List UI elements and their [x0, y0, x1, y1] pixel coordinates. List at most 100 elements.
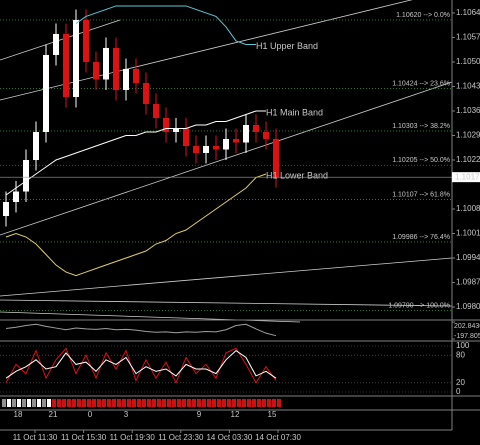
session-block	[262, 399, 266, 407]
candle-body	[63, 33, 69, 97]
candle-body	[23, 160, 29, 192]
session-block	[142, 399, 146, 407]
y-tick-label: 0	[456, 387, 461, 396]
session-block	[12, 399, 16, 407]
session-block	[217, 399, 221, 407]
hour-label: 21	[49, 410, 58, 419]
candle-body	[193, 145, 199, 153]
current-price-label: 1.10171	[455, 172, 480, 181]
candle-body	[43, 54, 49, 132]
fib-label: 1.10205 --> 50.0%	[392, 157, 450, 164]
session-block	[267, 399, 271, 407]
candle-body	[3, 202, 9, 217]
x-tick-label: 14 Oct 07:30	[255, 433, 301, 442]
session-block	[207, 399, 211, 407]
session-block	[57, 399, 61, 407]
candle-body	[263, 131, 269, 139]
y-tick-label: 1.10500	[456, 57, 480, 66]
session-block	[112, 399, 116, 407]
band-line	[5, 110, 266, 196]
candle-body	[103, 47, 109, 80]
session-block	[177, 399, 181, 407]
candle-body	[153, 103, 159, 118]
candle-body	[163, 117, 169, 132]
x-tick-label: 11 Oct 11:30	[13, 433, 58, 442]
session-block	[127, 399, 131, 407]
band-line	[75, 5, 256, 45]
y-tick-label: 1.10290	[456, 131, 480, 140]
session-block	[107, 399, 111, 407]
candle-body	[123, 68, 129, 90]
fib-label: 1.09986 --> 76.4%	[392, 234, 450, 241]
y-tick-label: -197.805	[454, 333, 480, 340]
session-block	[102, 399, 106, 407]
session-block	[227, 399, 231, 407]
session-block	[157, 399, 161, 407]
candle-body	[203, 145, 209, 153]
session-block	[132, 399, 136, 407]
candle-body	[223, 138, 229, 150]
y-tick-label: 1.10640	[456, 8, 480, 17]
session-block	[2, 399, 6, 407]
fib-label: 1.10303 --> 38.2%	[392, 123, 450, 130]
candle-body	[33, 131, 39, 160]
session-block	[42, 399, 46, 407]
x-tick-label: 11 Oct 23:30	[158, 433, 204, 442]
candle-body	[113, 47, 119, 90]
y-tick-label: 1.10430	[456, 82, 480, 91]
y-tick-label: 80	[456, 350, 465, 359]
session-block	[77, 399, 81, 407]
candle-body	[83, 19, 89, 62]
trend-line	[0, 299, 453, 307]
hour-label: 9	[197, 410, 202, 419]
trend-line	[0, 257, 453, 297]
hour-label: 0	[88, 410, 93, 419]
session-block	[202, 399, 206, 407]
session-block	[97, 399, 101, 407]
candle-body	[73, 19, 79, 97]
y-tick-label: 1.09800	[456, 302, 480, 311]
hour-label: 12	[231, 410, 240, 419]
candle-body	[173, 128, 179, 132]
session-block	[137, 399, 141, 407]
session-block	[52, 399, 56, 407]
session-block	[237, 399, 241, 407]
session-block	[47, 399, 51, 407]
candle-body	[143, 82, 149, 104]
session-block	[32, 399, 36, 407]
fib-label: 1.10620 --> 0.0%	[396, 12, 450, 19]
candle-body	[213, 145, 219, 150]
cci-line	[5, 323, 277, 337]
session-block	[212, 399, 216, 407]
session-block	[247, 399, 251, 407]
session-block	[222, 399, 226, 407]
session-block	[187, 399, 191, 407]
band-line	[5, 173, 267, 277]
session-block	[232, 399, 236, 407]
candle-body	[183, 128, 189, 146]
hour-label: 3	[124, 410, 129, 419]
candle-body	[133, 68, 139, 83]
candle-body	[253, 124, 259, 132]
session-block	[72, 399, 76, 407]
session-block	[7, 399, 11, 407]
session-block	[152, 399, 156, 407]
trend-line	[0, 19, 121, 61]
candle-body	[13, 191, 19, 203]
session-block	[192, 399, 196, 407]
y-tick-label: 100	[456, 341, 470, 350]
band-label: H1 Main Band	[266, 107, 323, 117]
session-block	[242, 399, 246, 407]
session-block	[17, 399, 21, 407]
x-tick-label: 11 Oct 19:30	[110, 433, 156, 442]
band-label: H1 Lower Band	[266, 170, 328, 180]
x-tick-label: 11 Oct 15:30	[61, 433, 107, 442]
candle-body	[53, 33, 59, 55]
fib-label: 1.10424 --> 23.6%	[392, 80, 450, 87]
session-block	[197, 399, 201, 407]
session-block	[272, 399, 276, 407]
candle-body	[273, 138, 279, 178]
session-block	[122, 399, 126, 407]
